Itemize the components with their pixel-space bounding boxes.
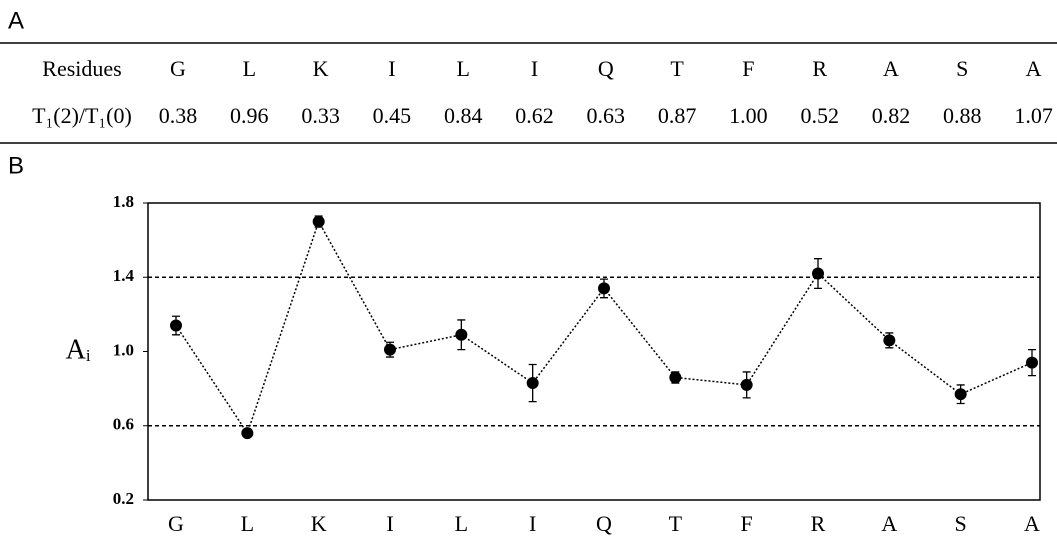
table-header-cell: F bbox=[742, 56, 754, 81]
x-tick-label: F bbox=[741, 511, 753, 536]
table-header-cell: L bbox=[243, 56, 256, 81]
table-header-cell: G bbox=[170, 56, 186, 81]
x-tick-label: I bbox=[529, 511, 536, 536]
table-cell: 0.38 bbox=[159, 103, 198, 128]
table-header-cell: A bbox=[883, 56, 899, 81]
table-cell: T₁(2)/T₁(0) bbox=[32, 103, 132, 128]
table-cell: 0.88 bbox=[943, 103, 982, 128]
y-tick-label: 0.6 bbox=[113, 415, 134, 434]
x-tick-label: A bbox=[1024, 511, 1040, 536]
x-tick-label: L bbox=[455, 511, 468, 536]
data-point bbox=[170, 319, 182, 332]
table-cell: 0.33 bbox=[301, 103, 340, 128]
table-header-cell: K bbox=[313, 56, 329, 81]
data-point bbox=[812, 267, 824, 280]
data-point bbox=[384, 343, 396, 356]
y-tick-label: 1.0 bbox=[113, 340, 134, 359]
table-header-cell: S bbox=[956, 56, 968, 81]
data-point bbox=[740, 378, 753, 391]
y-tick-label: 1.8 bbox=[113, 192, 134, 211]
data-point bbox=[883, 334, 896, 347]
table-header-cell: I bbox=[531, 56, 538, 81]
y-tick-label: 1.4 bbox=[113, 266, 135, 285]
table-cell: 0.45 bbox=[373, 103, 412, 128]
table-header-cell: I bbox=[388, 56, 395, 81]
panel-label: B bbox=[8, 152, 24, 179]
data-line bbox=[175, 219, 1033, 435]
data-point bbox=[241, 427, 254, 440]
x-tick-label: A bbox=[881, 511, 897, 536]
data-point bbox=[1026, 356, 1038, 369]
table-header-cell: L bbox=[456, 56, 469, 81]
table-cell: 0.82 bbox=[872, 103, 911, 128]
x-tick-label: R bbox=[811, 511, 826, 536]
y-axis-label: Aᵢ bbox=[66, 334, 91, 365]
table-header-cell: R bbox=[812, 56, 827, 81]
data-point bbox=[954, 388, 967, 401]
x-tick-label: Q bbox=[596, 511, 612, 536]
table-cell: 1.00 bbox=[729, 103, 768, 128]
table-cell: 0.96 bbox=[230, 103, 269, 128]
data-point bbox=[598, 282, 610, 295]
plot-frame bbox=[147, 202, 1041, 501]
x-tick-label: K bbox=[311, 511, 327, 536]
table-cell: 1.07 bbox=[1014, 103, 1053, 128]
table-header-cell: Residues bbox=[42, 56, 121, 81]
table-header-cell: Q bbox=[598, 56, 614, 81]
x-tick-label: T bbox=[669, 511, 683, 536]
x-tick-label: G bbox=[168, 511, 184, 536]
panel-label: A bbox=[8, 7, 24, 34]
data-point bbox=[455, 328, 468, 341]
x-tick-label: I bbox=[386, 511, 393, 536]
table-header-cell: A bbox=[1026, 56, 1042, 81]
x-tick-label: S bbox=[955, 511, 967, 536]
table-cell: 0.63 bbox=[587, 103, 626, 128]
data-point bbox=[669, 371, 682, 384]
x-tick-label: L bbox=[241, 511, 254, 536]
y-tick-label: 0.2 bbox=[113, 489, 134, 508]
table-cell: 0.84 bbox=[444, 103, 483, 128]
table-cell: 0.87 bbox=[658, 103, 697, 128]
data-point bbox=[312, 215, 325, 228]
data-point bbox=[526, 377, 539, 390]
table-header-cell: T bbox=[670, 56, 684, 81]
table-cell: 0.52 bbox=[800, 103, 839, 128]
table-cell: 0.62 bbox=[515, 103, 554, 128]
